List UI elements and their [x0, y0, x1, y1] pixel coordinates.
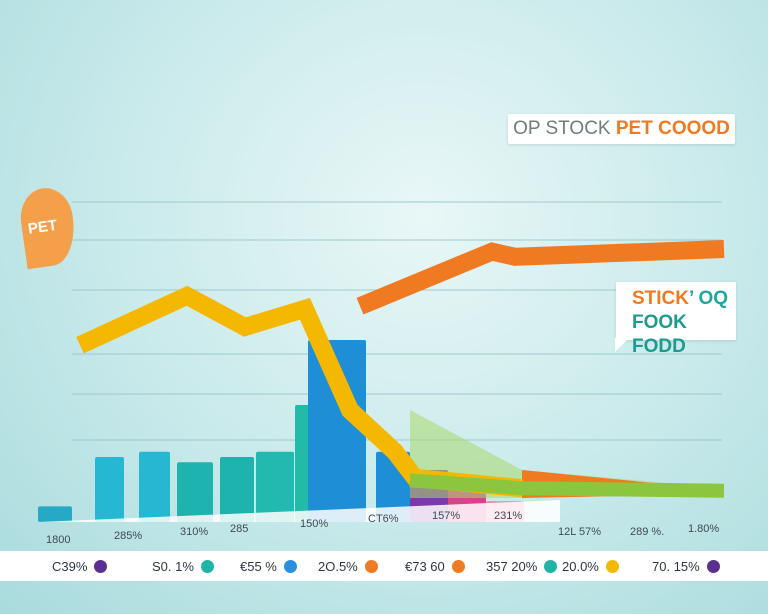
line-group [76, 240, 725, 498]
legend-swatch [200, 560, 214, 574]
pet-badge-label: PET [26, 216, 59, 238]
title-callout: OP STOCK PET COOOD [508, 114, 735, 144]
bar-7 [308, 340, 366, 522]
legend-swatch [94, 560, 108, 574]
legend-label: 357 20% [486, 559, 538, 575]
x-tick-label: 1800 [46, 534, 71, 546]
legend-item: 357 20% [486, 558, 558, 575]
bar-1 [95, 457, 124, 522]
x-tick-label: 1.80% [688, 523, 720, 535]
legend-item: S0. 1% [152, 558, 214, 574]
legend-label: 70. 15% [652, 559, 700, 575]
legend-item: 20.0% [562, 558, 619, 574]
side-callout-word2: ’ OQ [689, 288, 729, 309]
series-line-2 [409, 473, 725, 498]
legend-swatch [706, 560, 720, 574]
side-callout-word1: STICK [632, 288, 689, 309]
x-tick-label: 150% [300, 518, 329, 530]
legend-item: 70. 15% [652, 558, 720, 574]
legend-swatch [283, 560, 297, 574]
x-tick-label: CT6% [368, 513, 399, 525]
legend-label: 20.0% [562, 559, 599, 575]
side-callout-line2: FOOK FODD [632, 312, 687, 357]
bar-5 [256, 451, 294, 522]
legend-item: €55 % [240, 558, 297, 574]
legend: C39% S0. 1% €55 % 2O.5% €73 60 357 20% 20.0% 70… [0, 551, 768, 581]
legend-swatch [544, 560, 558, 574]
floor-wedge [38, 500, 560, 522]
bar-0 [38, 506, 72, 522]
title-highlight: PET COOOD [615, 118, 730, 139]
x-tick-label: 231% [494, 510, 523, 522]
x-tick-label: 285 [230, 523, 249, 535]
x-tick-label: 289 %. [630, 526, 665, 538]
callout-tail [615, 338, 629, 352]
legend-swatch [605, 560, 619, 574]
legend-label: 2O.5% [318, 559, 358, 575]
series-line-0 [76, 285, 523, 498]
bar-3 [177, 462, 213, 522]
legend-swatch [451, 560, 465, 574]
bar-group [38, 340, 560, 522]
bar-4 [220, 457, 254, 522]
legend-label: S0. 1% [152, 559, 194, 575]
legend-label: €55 % [240, 559, 277, 575]
side-callout: STICK’ OQ FOOK FODD [615, 282, 736, 357]
x-tick-label: 310% [180, 526, 209, 538]
x-tick-label: 157% [432, 510, 461, 522]
x-tick-label: 12L 57% [558, 526, 602, 538]
title-prefix: OP STOCK [513, 118, 616, 139]
bar-2 [139, 451, 170, 522]
series-line-1 [356, 240, 725, 315]
legend-swatch [364, 560, 378, 574]
x-tick-label: 285% [114, 530, 143, 542]
legend-label: €73 60 [405, 559, 445, 575]
legend-item: €73 60 [405, 558, 465, 574]
legend-label: C39% [52, 559, 88, 575]
legend-item: 2O.5% [318, 558, 378, 574]
legend-item: C39% [52, 558, 108, 575]
side-callout-line1: STICK’ OQ [632, 287, 736, 311]
